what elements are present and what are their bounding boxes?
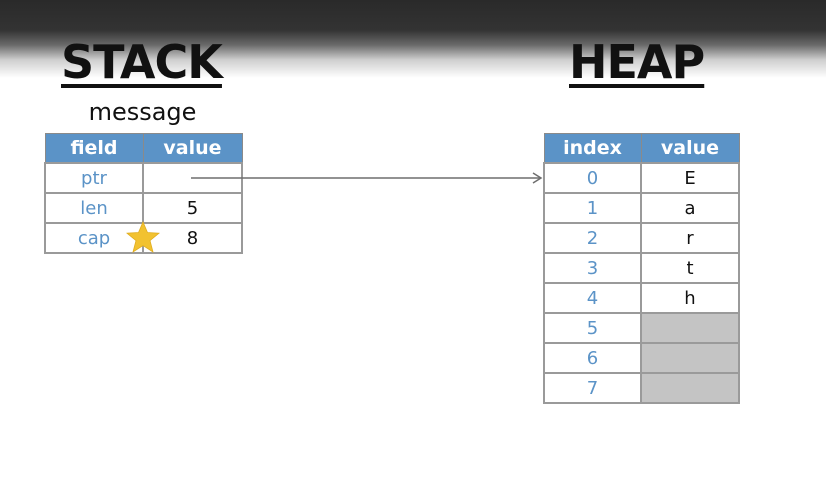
heap-value: h [640,282,740,314]
heap-row: 0 E [543,162,740,194]
heap-index: 5 [543,312,642,344]
stack-title: STACK [61,35,223,89]
stack-value-ptr [142,162,243,194]
heap-value-unused [640,372,740,404]
stack-row-len: len 5 [44,192,243,224]
heap-row: 1 a [543,192,740,224]
heap-row: 7 [543,372,740,404]
stack-row-ptr: ptr [44,162,243,194]
heap-row: 2 r [543,222,740,254]
stack-header-field: field [44,133,144,164]
heap-header-value: value [640,133,740,164]
stack-value-len: 5 [142,192,243,224]
heap-index: 4 [543,282,642,314]
heap-header-index: index [543,133,642,164]
heap-index: 1 [543,192,642,224]
top-shadow-bar [0,0,826,78]
heap-title: HEAP [569,35,705,89]
stack-value-cap: 8 [142,222,243,254]
star-icon [126,221,160,253]
heap-index: 3 [543,252,642,284]
heap-value: t [640,252,740,284]
heap-row: 5 [543,312,740,344]
heap-value-unused [640,342,740,374]
stack-field-cap: cap [44,222,144,254]
heap-index: 6 [543,342,642,374]
heap-value: r [640,222,740,254]
heap-value-unused [640,312,740,344]
heap-index: 0 [543,162,642,194]
stack-field-ptr: ptr [44,162,144,194]
stack-table: field value ptr len 5 cap 8 [44,133,243,254]
heap-index: 2 [543,222,642,254]
heap-row: 4 h [543,282,740,314]
heap-row: 6 [543,342,740,374]
stack-header-row: field value [44,133,243,164]
heap-index: 7 [543,372,642,404]
variable-name: message [88,98,197,126]
heap-table: index value 0 E 1 a 2 r 3 t 4 h [543,133,740,404]
stack-header-value: value [142,133,243,164]
heap-header-row: index value [543,133,740,164]
heap-row: 3 t [543,252,740,284]
stack-row-cap: cap 8 [44,222,243,254]
heap-value: a [640,192,740,224]
stack-field-len: len [44,192,144,224]
heap-value: E [640,162,740,194]
